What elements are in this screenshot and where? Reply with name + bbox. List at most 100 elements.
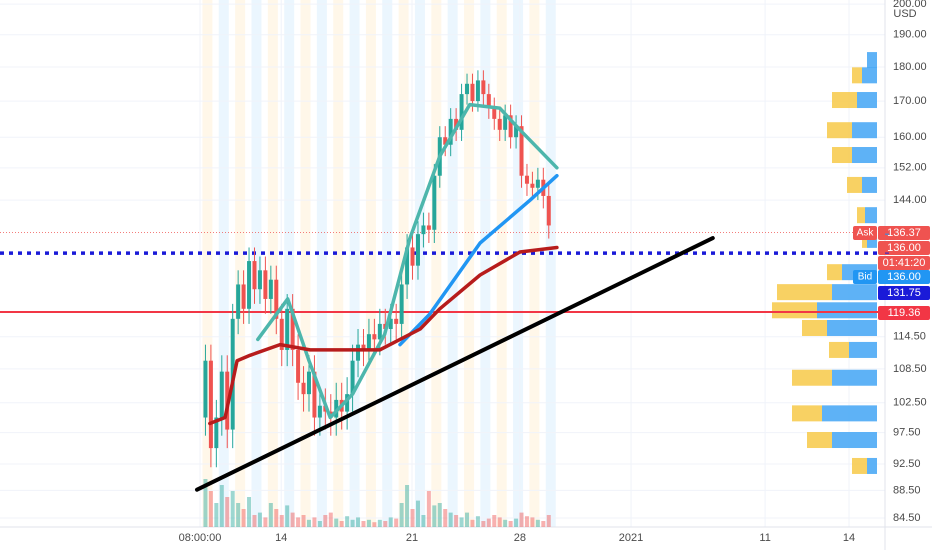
volume-bar (415, 500, 420, 527)
candle-body (236, 284, 241, 319)
price-tag-label: 131.75 (887, 287, 921, 299)
candle-body (296, 349, 301, 383)
candle-body (312, 371, 317, 418)
volume-bar (252, 515, 257, 527)
volume-bar (535, 519, 540, 527)
volume-bar (366, 519, 371, 527)
volume-bar (350, 519, 355, 527)
candle-body (410, 247, 415, 266)
x-tick-label: 28 (514, 532, 526, 544)
y-tick-label: 190.00 (893, 29, 927, 41)
x-tick-label: 11 (759, 532, 770, 544)
candle-body (388, 318, 393, 330)
profile-sell (865, 207, 877, 224)
profile-buy (827, 122, 852, 139)
profile-buy (847, 176, 862, 193)
volume-bar (317, 521, 322, 527)
indicator-line (398, 173, 559, 347)
volume-bar (279, 515, 284, 527)
candle-body (535, 179, 540, 188)
volume-bar (290, 512, 295, 527)
candle-body (405, 247, 410, 285)
candle-body (546, 195, 551, 226)
candle-body (274, 279, 279, 319)
indicator-line (208, 245, 559, 426)
volume-bar (361, 521, 366, 527)
x-tick-label: 14 (843, 532, 855, 544)
candle-body (421, 225, 426, 235)
volume-bar (486, 518, 491, 527)
volume-bar (388, 517, 393, 527)
profile-buy (829, 341, 849, 358)
profile-buy (772, 302, 817, 319)
volume-bar (219, 485, 224, 527)
profile-sell (862, 176, 877, 193)
candle-body (301, 382, 306, 395)
volume-bar (230, 491, 235, 527)
background-layer (0, 0, 885, 527)
candle-body (394, 318, 399, 324)
volume-bar (524, 516, 529, 527)
candle-body (361, 344, 366, 350)
volume-bar (323, 515, 328, 527)
candle-body (366, 334, 371, 350)
price-tag-box (878, 241, 930, 255)
session-stripe (267, 0, 278, 527)
x-tick-label: 21 (406, 532, 418, 544)
candle-body (432, 175, 437, 230)
volume-bar (421, 515, 426, 527)
candle-body (465, 83, 470, 95)
price-tag-label: 136.00 (887, 242, 921, 254)
profile-sell (852, 147, 877, 164)
volume-bar (541, 521, 546, 527)
profile-buy (792, 369, 832, 386)
volume-bar (306, 519, 311, 527)
volume-bar (443, 509, 448, 527)
volume-bar (459, 517, 464, 527)
candle-body (530, 183, 535, 188)
candle-body (356, 344, 361, 361)
candle-body (508, 115, 513, 138)
x-tick-label: 08:00:00 (179, 532, 222, 544)
volume-bar (546, 515, 551, 527)
candle-body (443, 137, 448, 145)
volume-bar (399, 503, 404, 527)
volume-bar (383, 521, 388, 527)
price-tag-name: Ask (857, 228, 875, 239)
candle-body (252, 261, 257, 290)
session-stripe (218, 0, 229, 527)
candle-body (481, 80, 486, 95)
candle-body (514, 126, 519, 138)
volume-bar (372, 522, 377, 527)
session-stripe (513, 0, 524, 527)
session-stripe (431, 0, 442, 527)
volume-bar (475, 516, 480, 527)
profile-sell (862, 67, 877, 84)
profile-buy (792, 405, 822, 422)
session-stripe (235, 0, 246, 527)
volume-bar (394, 518, 399, 527)
profile-sell (849, 341, 877, 358)
candle-body (208, 360, 213, 449)
candle-body (279, 318, 284, 350)
candle-body (519, 126, 524, 176)
volume-bar (470, 519, 475, 527)
price-tag-label: 136.37 (887, 227, 921, 239)
volume-bar (410, 509, 415, 527)
volume-bar (203, 479, 208, 527)
candle-body (497, 118, 502, 130)
candle-body (415, 234, 420, 266)
volume-bar (263, 517, 268, 527)
session-stripe (349, 0, 360, 527)
session-stripe (284, 0, 295, 527)
session-stripe (300, 0, 311, 527)
candle-body (448, 118, 453, 145)
candle-body (285, 308, 290, 350)
price-tag-box (878, 306, 930, 320)
candle-body (524, 175, 529, 184)
profile-buy (857, 207, 865, 224)
candle-body (317, 405, 322, 418)
volume-bar (432, 505, 437, 527)
profile-sell (832, 284, 877, 301)
volume-bar (247, 497, 252, 527)
